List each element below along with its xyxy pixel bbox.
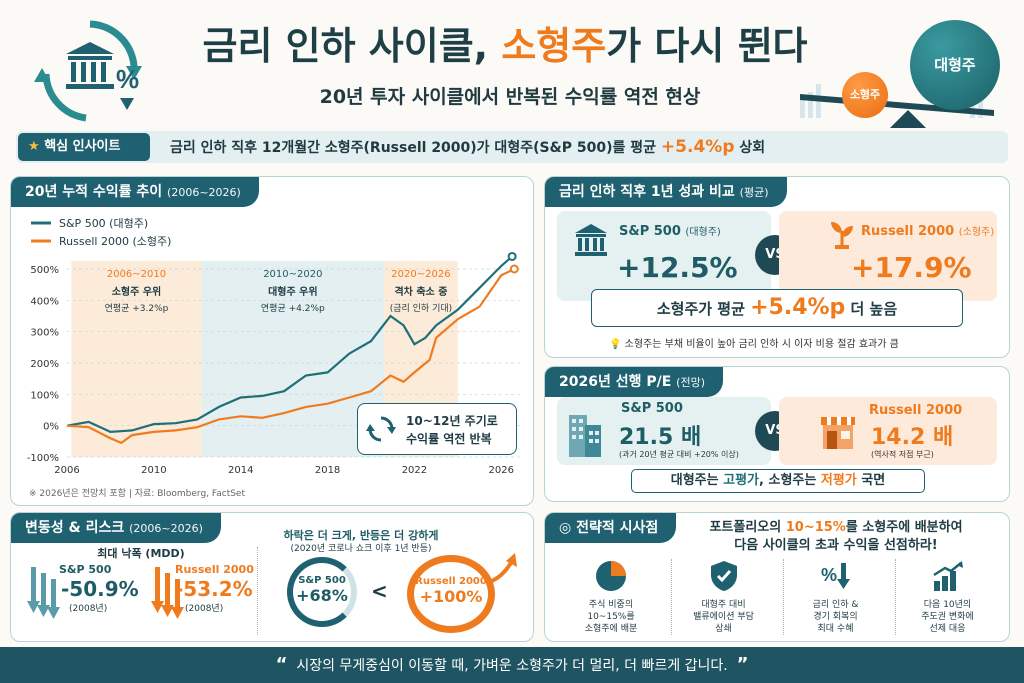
pe-title: 2026년 선행 P/E (전망) (545, 367, 723, 397)
strategy-item-text: 대형주 대비 밸류에이션 부담 상쇄 (693, 600, 754, 634)
russell-pe-value: 14.2 배 (871, 425, 954, 450)
series-line-sp500 (66, 255, 513, 434)
region-range-label: 2020~2026 (391, 269, 450, 280)
y-tick-label: -100% (27, 453, 59, 464)
valuation-summary: 대형주는 고평가, 소형주는 저평가 국면 (631, 469, 925, 493)
pie-chart-icon (559, 559, 663, 597)
region-sub-label: 연평균 +3.2%p (105, 303, 169, 314)
up-arrow-icon (486, 553, 517, 585)
comparison-note: 💡 소형주는 부채 비율이 높아 금리 인하 시 이자 비용 절감 효과가 큼 (609, 339, 899, 350)
region-sub-label: 연평균 +4.2%p (261, 303, 325, 314)
strategy-panel: ◎ 전략적 시사점 포트폴리오의 10~15%를 소형주에 배분하여 다음 사이… (544, 512, 1010, 642)
russell-card: Russell 2000 (소형주) +17.9% (779, 211, 997, 301)
y-tick-label: 400% (30, 296, 59, 307)
legend-label: Russell 2000 (소형주) (59, 235, 171, 248)
difference-box: 소형주가 평균 +5.4%p 더 높음 (591, 289, 963, 327)
large-cap-ball: 대형주 (910, 20, 1000, 110)
sp500-rebound-ring: S&P 500 +68% (287, 557, 357, 627)
down-arrows-icon (27, 567, 60, 619)
volatility-risk-panel: 변동성 & 리스크 (2006~2026) 최대 낙폭 (MDD) S&P 50… (10, 512, 534, 642)
legend-label: S&P 500 (대형주) (59, 217, 148, 230)
region-title-label: 대형주 우위 (268, 285, 317, 298)
y-tick-label: 100% (30, 390, 59, 401)
cycle-box: 10~12년 주기로 수익률 역전 반복 (357, 403, 517, 455)
x-tick-label: 2010 (141, 465, 166, 476)
seesaw-illustration: 대형주 소형주 (780, 10, 1010, 130)
svg-text:%: % (821, 565, 837, 585)
series-line-russell2000 (66, 268, 515, 445)
chart-region (201, 261, 385, 457)
bank-icon (66, 42, 114, 89)
strategy-title: ◎ 전략적 시사점 (545, 513, 677, 543)
sp500-pe-card: S&P 500 21.5 배 (과거 20년 평균 대비 +20% 이상) (557, 397, 771, 465)
risk-title: 변동성 & 리스크 (2006~2026) (11, 513, 221, 543)
sp500-card: S&P 500 (대형주) +12.5% (557, 211, 771, 301)
strategy-item: 주식 비중의 10~15%를 소형주에 배분 (559, 559, 663, 635)
russell-pe-card: Russell 2000 14.2 배 (역사적 저점 부근) (779, 397, 997, 465)
region-range-label: 2010~2020 (263, 269, 322, 280)
sprout-icon (831, 222, 853, 249)
svg-text:%: % (116, 64, 139, 94)
sp500-mdd: -50.9% (61, 577, 139, 601)
rate-cut-icon: % (784, 559, 887, 597)
x-tick-label: 2006 (54, 465, 79, 476)
bank-icon (575, 224, 607, 256)
y-tick-label: 0% (43, 422, 59, 433)
small-cap-ball: 소형주 (842, 72, 888, 118)
page-title: 금리 인하 사이클, 소형주가 다시 뛴다 (202, 24, 808, 68)
region-sub-label: (금리 인하 기대) (390, 303, 452, 314)
title-highlight: 소형주 (501, 24, 607, 68)
series-endpoint (509, 264, 519, 274)
series-endpoint (507, 251, 517, 261)
lightbulb-icon: 💡 (609, 339, 622, 350)
strategy-item-text: 주식 비중의 10~15%를 소형주에 배분 (584, 600, 638, 634)
star-icon: ★ (28, 139, 40, 154)
target-icon: ◎ (559, 520, 572, 536)
insight-bar (16, 131, 1008, 163)
office-building-icon (569, 415, 601, 457)
x-tick-label: 2014 (228, 465, 253, 476)
strategy-item-text: 다음 10년의 주도권 변화에 선제 대응 (921, 600, 974, 634)
region-title-label: 소형주 우위 (112, 285, 161, 298)
comparison-title: 금리 인하 직후 1년 성과 비교 (평균) (545, 177, 787, 207)
header-logo: % (30, 14, 150, 126)
insight-label: ★ 핵심 인사이트 (18, 133, 150, 161)
growth-bars-icon (896, 559, 999, 597)
down-arrows-icon (151, 567, 184, 619)
quote-bar: “ 시장의 무게중심이 이동할 때, 가벼운 소형주가 더 멀리, 더 빠르게 … (0, 647, 1024, 683)
strategy-item: % 금리 인하 & 경기 회복의 최대 수혜 (783, 559, 887, 635)
insight-text: 금리 인하 직후 12개월간 소형주(Russell 2000)가 대형주(S&… (170, 137, 766, 157)
y-tick-label: 300% (30, 328, 59, 339)
one-year-comparison-panel: 금리 인하 직후 1년 성과 비교 (평균) S&P 500 (대형주) +12… (544, 176, 1010, 358)
divider (257, 547, 258, 635)
sp500-pe-value: 21.5 배 (619, 425, 702, 450)
storefront-icon (821, 417, 855, 449)
strategy-item: 다음 10년의 주도권 변화에 선제 대응 (895, 559, 999, 635)
region-title-label: 격차 축소 중 (394, 285, 447, 298)
shield-check-icon (672, 559, 775, 597)
sp500-return: +12.5% (617, 251, 738, 284)
forward-pe-panel: 2026년 선행 P/E (전망) S&P 500 21.5 배 (과거 20년… (544, 366, 1010, 502)
russell-rebound-ring: Russell 2000 +100% (407, 555, 495, 633)
strategy-item: 대형주 대비 밸류에이션 부담 상쇄 (671, 559, 775, 635)
chart-panel-title: 20년 누적 수익률 추이 (2006~2026) (11, 177, 259, 207)
cumulative-return-panel: 20년 누적 수익률 추이 (2006~2026) 2006~2010 소형주 우… (10, 176, 534, 506)
region-range-label: 2006~2010 (107, 269, 166, 280)
russell-mdd: -53.2% (175, 577, 253, 601)
chart-footnote: ※ 2026년은 전망치 포함 | 자료: Bloomberg, FactSet (29, 489, 245, 499)
y-tick-label: 500% (30, 265, 59, 276)
x-tick-label: 2026 (489, 465, 514, 476)
russell-return: +17.9% (851, 251, 972, 284)
x-tick-label: 2018 (315, 465, 340, 476)
cycle-arrows-icon (366, 416, 396, 442)
y-tick-label: 200% (30, 359, 59, 370)
strategy-item-text: 금리 인하 & 경기 회복의 최대 수혜 (812, 600, 859, 634)
strategy-headline: 포트폴리오의 10~15%를 소형주에 배분하여 다음 사이클의 초과 수익을 … (709, 520, 963, 553)
x-tick-label: 2022 (402, 465, 427, 476)
page-subtitle: 20년 투자 사이클에서 반복된 수익률 역전 현상 (319, 86, 701, 108)
